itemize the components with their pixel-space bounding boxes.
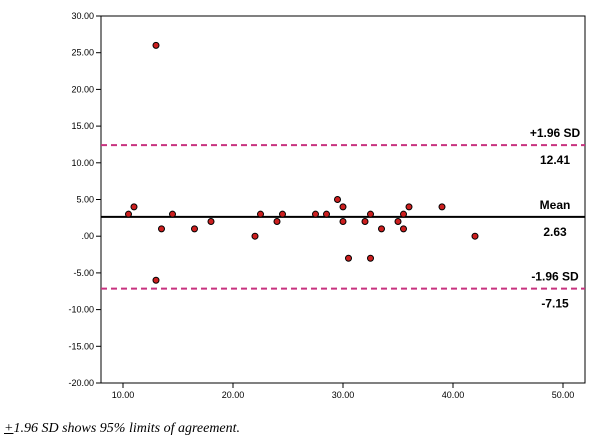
ref-line-name: Mean: [540, 198, 571, 212]
y-tick-label: 15.00: [71, 121, 94, 131]
data-point: [152, 41, 160, 49]
data-point: [158, 225, 165, 233]
y-tick-label: .00: [81, 231, 94, 241]
plus-minus-symbol: +: [4, 421, 14, 436]
data-point: [339, 218, 347, 226]
data-point: [169, 210, 176, 218]
y-tick-label: -10.00: [68, 305, 94, 315]
x-tick-label: 30.00: [332, 390, 355, 400]
data-point: [257, 210, 264, 218]
ref-line-value: -7.15: [541, 297, 569, 311]
y-tick-label: 20.00: [71, 84, 94, 94]
caption-text: 1.96 SD shows 95% limits of agreement.: [13, 421, 241, 436]
y-tick-label: 25.00: [71, 48, 94, 58]
y-tick-label: 10.00: [71, 158, 94, 168]
data-point: [378, 225, 385, 233]
data-point: [367, 210, 374, 218]
reference-lines: +1.96 SD 12.41 Mean 2.63 -1.96 SD -7.15: [101, 126, 585, 311]
y-tick-label: 30.00: [71, 11, 94, 21]
data-point: [361, 218, 369, 226]
figure-caption: +1.96 SD shows 95% limits of agreement.: [4, 421, 240, 437]
data-point: [323, 210, 330, 218]
data-point: [273, 218, 281, 226]
data-point: [125, 210, 132, 218]
data-point: [394, 218, 402, 226]
data-point: [279, 210, 286, 218]
y-tick-label: -20.00: [68, 378, 94, 388]
data-point: [400, 225, 407, 233]
ref-line-value: 2.63: [543, 225, 567, 239]
x-tick-label: 50.00: [552, 390, 575, 400]
data-point: [191, 225, 198, 233]
data-point: [438, 203, 446, 211]
data-point: [339, 203, 347, 211]
x-tick-label: 40.00: [442, 390, 465, 400]
data-point: [400, 210, 407, 218]
data-point: [130, 203, 138, 211]
data-point: [471, 232, 479, 240]
data-point: [207, 218, 215, 226]
x-axis: 10.00 20.00 30.00 40.00 50.00: [112, 383, 575, 400]
data-point: [334, 196, 341, 203]
ref-line-name: -1.96 SD: [531, 270, 579, 284]
data-point: [152, 276, 160, 284]
plot-area-frame: [100, 15, 586, 384]
ref-line-name: +1.96 SD: [530, 126, 581, 140]
data-point: [345, 254, 352, 262]
data-point: [405, 203, 413, 211]
y-tick-label: -15.00: [68, 341, 94, 351]
data-point: [251, 232, 259, 240]
x-tick-label: 10.00: [112, 390, 135, 400]
y-tick-label: -5.00: [73, 268, 94, 278]
data-point: [312, 210, 319, 218]
bland-altman-chart: 30.00 25.00 20.00 15.00 10.00 5.00 .00 -5.00 -10…: [68, 11, 586, 400]
y-tick-label: 5.00: [76, 195, 94, 205]
data-points: [125, 41, 479, 284]
x-tick-label: 20.00: [222, 390, 245, 400]
ref-line-value: 12.41: [540, 153, 570, 167]
y-axis: 30.00 25.00 20.00 15.00 10.00 5.00 .00 -5.00 -10…: [68, 11, 101, 388]
data-point: [367, 254, 374, 262]
